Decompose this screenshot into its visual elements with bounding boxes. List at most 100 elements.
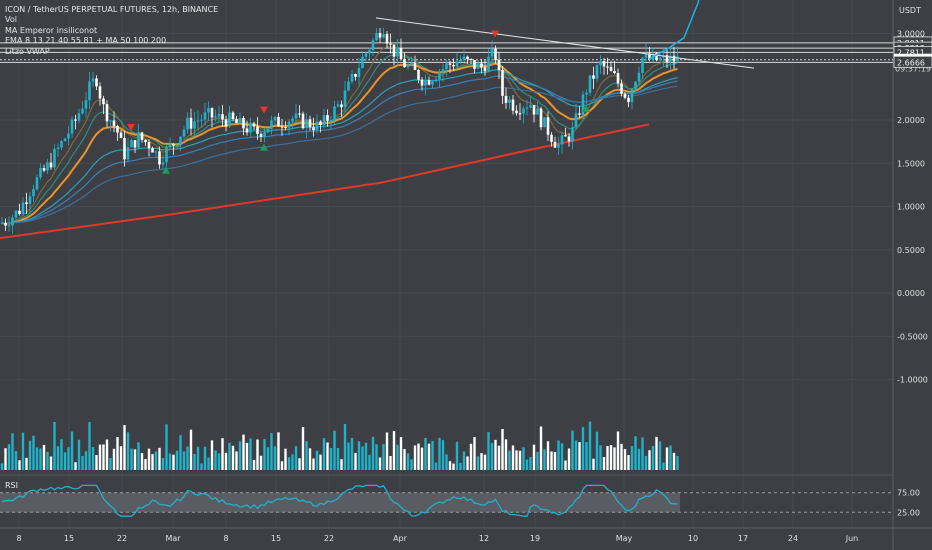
volume-bar <box>518 450 522 470</box>
candle-body <box>91 78 95 82</box>
volume-bar <box>389 455 392 470</box>
candle-body <box>270 120 273 129</box>
volume-bar <box>301 426 305 470</box>
candle-body <box>305 119 308 129</box>
rsi-tick-label: 25.00 <box>897 508 920 517</box>
candle-body <box>0 222 4 224</box>
candle-body <box>406 65 410 68</box>
volume-bar <box>476 456 480 470</box>
candle-body <box>361 56 364 69</box>
buy-signal-icon <box>260 143 268 151</box>
volume-bar <box>88 422 91 470</box>
candle-body <box>256 126 259 134</box>
volume-bar <box>126 432 130 470</box>
candle-body <box>263 132 266 137</box>
volume-bar <box>235 451 238 470</box>
candle-body <box>665 55 669 62</box>
candle-body <box>245 128 249 133</box>
volume-bar <box>25 457 28 470</box>
volume-bar <box>273 446 277 470</box>
volume-bar <box>511 445 515 470</box>
sell-signal-icon <box>127 123 135 131</box>
candle-body <box>543 117 546 128</box>
candle-body <box>455 61 459 67</box>
volume-bar <box>312 458 315 470</box>
volume-bar <box>403 449 406 470</box>
legend-vwap[interactable]: Litzo VWAP <box>5 46 50 56</box>
candle-body <box>368 50 371 54</box>
candle-body <box>403 58 406 68</box>
candle-body <box>676 56 679 62</box>
candle-body <box>84 100 88 109</box>
price-tag-label: 2.6666 <box>897 58 925 67</box>
volume-bar <box>613 447 616 470</box>
candle-body <box>319 121 322 126</box>
volume-bar <box>546 441 550 470</box>
candle-body <box>672 55 676 62</box>
candle-body <box>105 104 109 122</box>
price-tag-box <box>893 55 932 68</box>
legend-ema[interactable]: EMA 8 13 21 40 55 81 + MA 50 100 200 <box>5 36 167 46</box>
candle-body <box>487 56 490 72</box>
legend-title[interactable]: ICON / TetherUS PERPETUAL FUTURES, 12h, … <box>5 5 219 14</box>
volume-bar <box>655 436 658 470</box>
legend-vol[interactable]: Vol <box>5 15 17 25</box>
candle-body <box>161 162 165 165</box>
candle-body <box>613 71 616 74</box>
volume-bar <box>39 448 42 470</box>
candle-body <box>42 168 46 171</box>
price-tick-label: 1.5000 <box>897 159 925 168</box>
candle-body <box>221 114 224 120</box>
candle-body <box>140 132 144 140</box>
candle-body <box>469 58 473 60</box>
volume-bar <box>7 444 11 470</box>
candle-body <box>123 138 126 160</box>
volume-bar <box>172 454 175 470</box>
volume-bar <box>91 447 95 470</box>
candle-body <box>588 75 592 93</box>
candle-body <box>294 113 298 119</box>
legend-ma[interactable]: MA Emperor insiliconot <box>5 25 98 35</box>
volume-bar <box>81 455 84 470</box>
price-tick-label: -1.0000 <box>897 376 928 385</box>
volume-bar <box>144 458 147 470</box>
candle-body <box>200 119 203 121</box>
volume-bar <box>494 439 497 470</box>
volume-bar <box>567 448 571 470</box>
price-tag: 2.6666 <box>893 55 932 68</box>
time-tick-label: 24 <box>788 534 798 543</box>
candle-body <box>466 56 469 59</box>
candle-body <box>102 98 105 105</box>
volume-bar <box>158 447 161 470</box>
volume-bar <box>648 450 651 470</box>
price-tick-label: 3.0000 <box>897 30 925 39</box>
price-tick-label: 0.0000 <box>897 289 925 298</box>
ema-line-55 <box>1 75 678 224</box>
candle-body <box>217 114 221 117</box>
volume-bar <box>371 436 375 470</box>
volume-bar <box>42 444 46 470</box>
volume-bar <box>606 446 609 470</box>
volume-bar <box>221 438 224 470</box>
candle-body <box>238 117 242 124</box>
volume-bar <box>522 447 525 470</box>
volume-bar <box>438 437 441 470</box>
volume-bar <box>130 448 133 470</box>
volume-bar <box>658 441 662 470</box>
volume-bars <box>0 421 679 470</box>
volume-bar <box>665 447 669 470</box>
candle-body <box>88 81 91 101</box>
candle-body <box>557 144 560 148</box>
candle-body <box>165 147 168 163</box>
volume-bar <box>508 450 511 470</box>
candle-body <box>490 48 494 57</box>
volume-bar <box>182 451 186 470</box>
candle-body <box>46 162 49 171</box>
candle-body <box>497 59 501 70</box>
candle-body <box>413 62 417 71</box>
ema-line-40 <box>1 69 678 224</box>
volume-bar <box>560 443 564 470</box>
time-tick-label: 15 <box>64 534 74 543</box>
